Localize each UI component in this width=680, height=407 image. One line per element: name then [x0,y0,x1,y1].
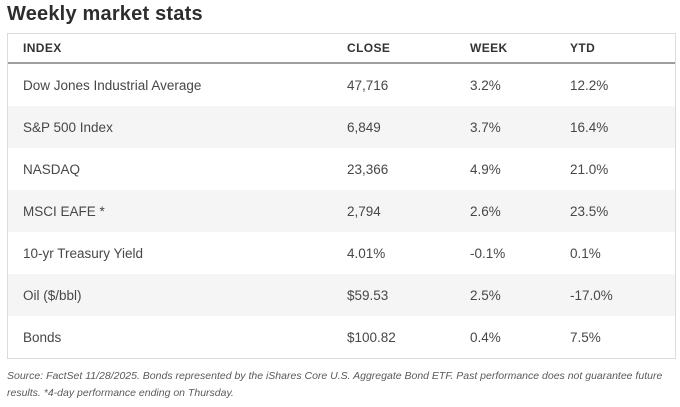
table-row: Dow Jones Industrial Average 47,716 3.2% 12… [8,64,675,106]
column-header-close: CLOSE [347,34,470,64]
cell-week: 2.6% [470,203,501,219]
cell-week: -0.1% [470,245,506,261]
cell-close: 23,366 [347,161,389,177]
table-row: 10-yr Treasury Yield 4.01% -0.1% 0.1% [8,232,675,274]
table-row: MSCI EAFE * 2,794 2.6% 23.5% [8,190,675,232]
cell-close: 2,794 [347,203,381,219]
page-title: Weekly market stats [7,3,203,25]
cell-ytd: 23.5% [570,203,609,219]
cell-index: S&P 500 Index [23,119,113,135]
cell-week: 2.5% [470,287,501,303]
cell-ytd: -17.0% [570,287,613,303]
market-table-body: Dow Jones Industrial Average 47,716 3.2% 12… [8,64,675,358]
table-row: NASDAQ 23,366 4.9% 21.0% [8,148,675,190]
column-header-week: WEEK [470,34,570,64]
cell-close: 6,849 [347,119,381,135]
cell-ytd: 0.1% [570,245,601,261]
column-header-index: INDEX [8,34,347,64]
table-row: Bonds $100.82 0.4% 7.5% [8,316,675,358]
cell-week: 0.4% [470,329,501,345]
cell-index: 10-yr Treasury Yield [23,245,144,261]
cell-index: Dow Jones Industrial Average [23,77,202,93]
header-row: INDEX CLOSE WEEK YTD [8,34,675,64]
cell-index: Oil ($/bbl) [23,287,82,303]
cell-close: $59.53 [347,287,389,303]
cell-week: 3.2% [470,77,501,93]
table-row: Oil ($/bbl) $59.53 2.5% -17.0% [8,274,675,316]
cell-index: NASDAQ [23,161,81,177]
cell-week: 3.7% [470,119,501,135]
cell-close: 4.01% [347,245,386,261]
column-header-ytd: YTD [570,34,675,64]
cell-close: $100.82 [347,329,396,345]
market-stats-table: INDEX CLOSE WEEK YTD Dow Jones Industria… [7,33,676,359]
cell-ytd: 16.4% [570,119,609,135]
cell-ytd: 7.5% [570,329,601,345]
cell-close: 47,716 [347,77,389,93]
cell-week: 4.9% [470,161,501,177]
source-footnote: Source: FactSet 11/28/2025. Bonds repres… [7,370,663,399]
cell-ytd: 12.2% [570,77,609,93]
table-header: INDEX CLOSE WEEK YTD [8,34,675,64]
cell-ytd: 21.0% [570,161,609,177]
cell-index: MSCI EAFE * [23,203,105,219]
cell-index: Bonds [23,329,62,345]
table-row: S&P 500 Index 6,849 3.7% 16.4% [8,106,675,148]
